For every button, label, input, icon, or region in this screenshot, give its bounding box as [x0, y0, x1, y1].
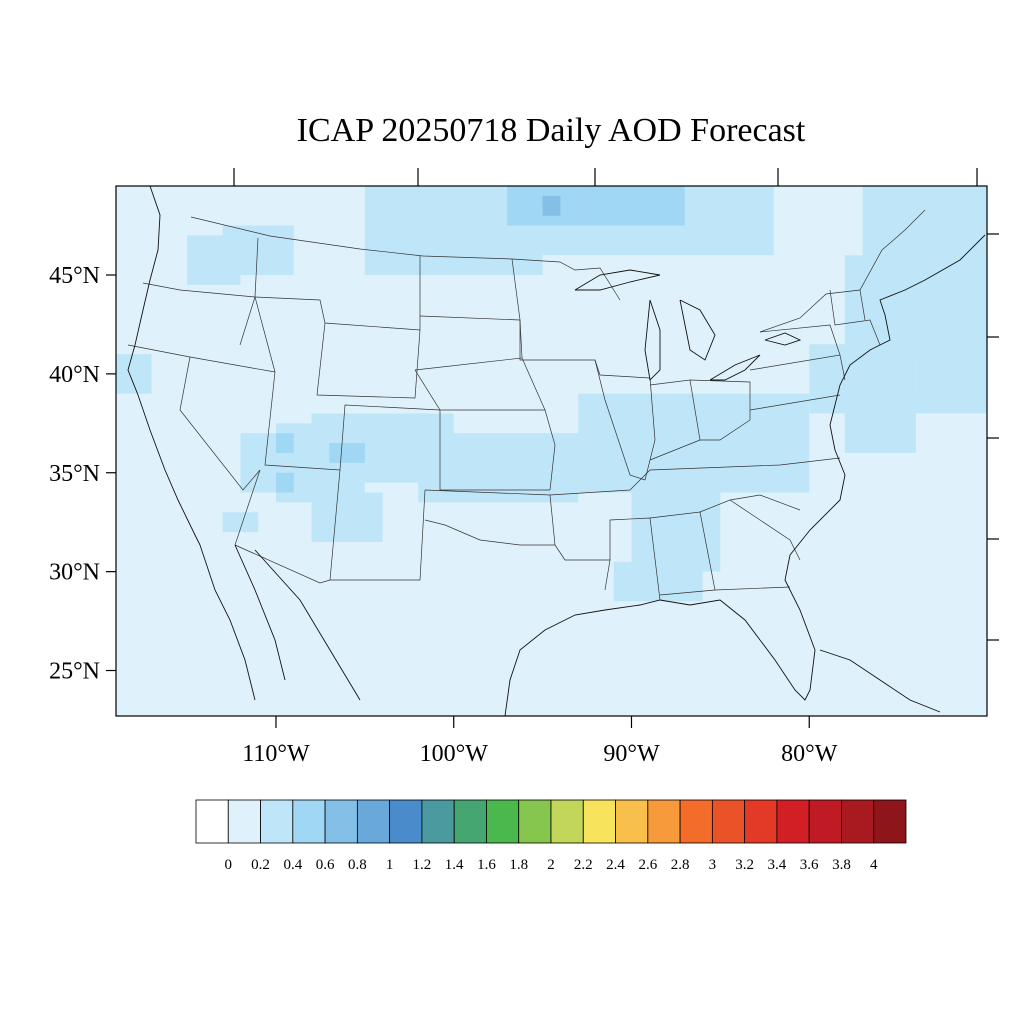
colorbar-swatch [227, 799, 261, 844]
colorbar-swatch [776, 799, 810, 844]
lake-michigan [644, 299, 661, 381]
colorbar-level-label: 0.4 [283, 857, 302, 873]
lake-huron [679, 299, 716, 361]
colorbar-level-label: 1.8 [509, 857, 528, 873]
colorbar-level-label: 2.6 [638, 857, 657, 873]
colorbar-swatch [518, 799, 552, 844]
map-frame [115, 185, 988, 717]
colorbar-level-label: 2.4 [606, 857, 625, 873]
aod-cell [275, 472, 294, 493]
aod-cell [578, 186, 685, 226]
baja-coast [199, 544, 256, 701]
aod-cell [222, 225, 294, 275]
lake-ontario [764, 332, 802, 346]
colorbar-swatch [647, 799, 681, 844]
aod-cell [311, 492, 383, 542]
colorbar-level-label: 3.6 [800, 857, 819, 873]
latitude-axis: 45°N 40°N 35°N 30°N 25°N [49, 263, 116, 685]
lon-tick-label: 80°W [781, 741, 838, 767]
atlantic-coast [789, 234, 986, 556]
colorbar-swatch [421, 799, 455, 844]
lon-tick-label: 110°W [242, 741, 310, 767]
aod-cell [613, 561, 703, 602]
cuba [819, 649, 941, 713]
colorbar-swatch [582, 799, 616, 844]
colorbar-swatch [453, 799, 487, 844]
top-axis-ticks [233, 168, 978, 186]
state-boundaries [127, 209, 926, 601]
colorbar-labels: 0 0.2 0.4 0.6 0.8 1 1.2 1.4 1.6 1.8 2 2.2 2.4 2.6 2.8 3… [225, 857, 878, 873]
colorbar-level-label: 0.8 [348, 857, 367, 873]
colorbar-level-label: 1 [386, 857, 394, 873]
aod-cell [631, 492, 721, 572]
colorbar-level-label: 1.6 [477, 857, 496, 873]
map-area [115, 185, 988, 717]
aod-cell [222, 512, 259, 533]
lat-tick-label: 30°N [49, 560, 100, 586]
gulf-of-california [234, 544, 286, 681]
colorbar-level-label: 2.2 [574, 857, 593, 873]
aod-cell [915, 274, 987, 414]
aod-cell [116, 354, 152, 394]
colorbar-level-label: 0 [225, 857, 233, 873]
colorbar-level-label: 1.4 [445, 857, 464, 873]
boundary-lines [127, 186, 986, 716]
colorbar-swatch [486, 799, 520, 844]
us-canada-border [190, 216, 621, 301]
colorbar-swatch [615, 799, 649, 844]
aod-cell [329, 443, 365, 463]
colorbar-swatch [711, 799, 746, 844]
colorbar-swatch [292, 799, 326, 844]
colorbar-swatch [260, 799, 294, 844]
colorbar-swatch [808, 799, 842, 844]
longitude-axis: 110°W 100°W 90°W 80°W [242, 716, 838, 767]
colorbar-swatch [873, 799, 907, 844]
aod-cell [418, 433, 579, 503]
colorbar-swatch [841, 799, 875, 844]
colorbar-swatch [195, 799, 229, 844]
colorbar-swatch [550, 799, 584, 844]
colorbar-level-label: 3 [709, 857, 717, 873]
map-title: ICAP 20250718 Daily AOD Forecast [297, 112, 806, 149]
colorbar-swatch [356, 799, 391, 844]
lat-tick-label: 35°N [49, 461, 100, 487]
aod-colorbar [195, 799, 907, 844]
colorbar-level-label: 0.2 [251, 857, 270, 873]
colorbar-swatch [679, 799, 713, 844]
coastlines [127, 186, 986, 716]
gulf-coast [504, 554, 816, 716]
lake-superior [574, 269, 661, 291]
colorbar-level-label: 3.4 [768, 857, 787, 873]
lat-tick-label: 45°N [49, 263, 100, 289]
colorbar-level-label: 2 [547, 857, 555, 873]
colorbar-swatch [389, 799, 423, 844]
colorbar-swatch [744, 799, 778, 844]
aod-cell [542, 195, 561, 216]
colorbar-level-label: 3.2 [735, 857, 754, 873]
colorbar-level-label: 4 [870, 857, 878, 873]
mexico-pacific-coast [254, 549, 361, 701]
lat-tick-label: 25°N [49, 659, 100, 685]
lon-tick-label: 90°W [603, 741, 660, 767]
right-axis-ticks [987, 233, 999, 641]
colorbar-level-label: 3.8 [832, 857, 851, 873]
lat-tick-label: 40°N [49, 362, 100, 388]
aod-cell [578, 393, 810, 493]
aod-cell [844, 393, 916, 453]
lake-erie [709, 354, 761, 381]
lon-tick-label: 100°W [420, 741, 489, 767]
pacific-coast [127, 186, 201, 546]
colorbar-level-label: 0.6 [316, 857, 335, 873]
colorbar-level-label: 2.8 [671, 857, 690, 873]
colorbar-level-label: 1.2 [413, 857, 432, 873]
aod-cell [275, 433, 294, 453]
colorbar-swatch [324, 799, 358, 844]
